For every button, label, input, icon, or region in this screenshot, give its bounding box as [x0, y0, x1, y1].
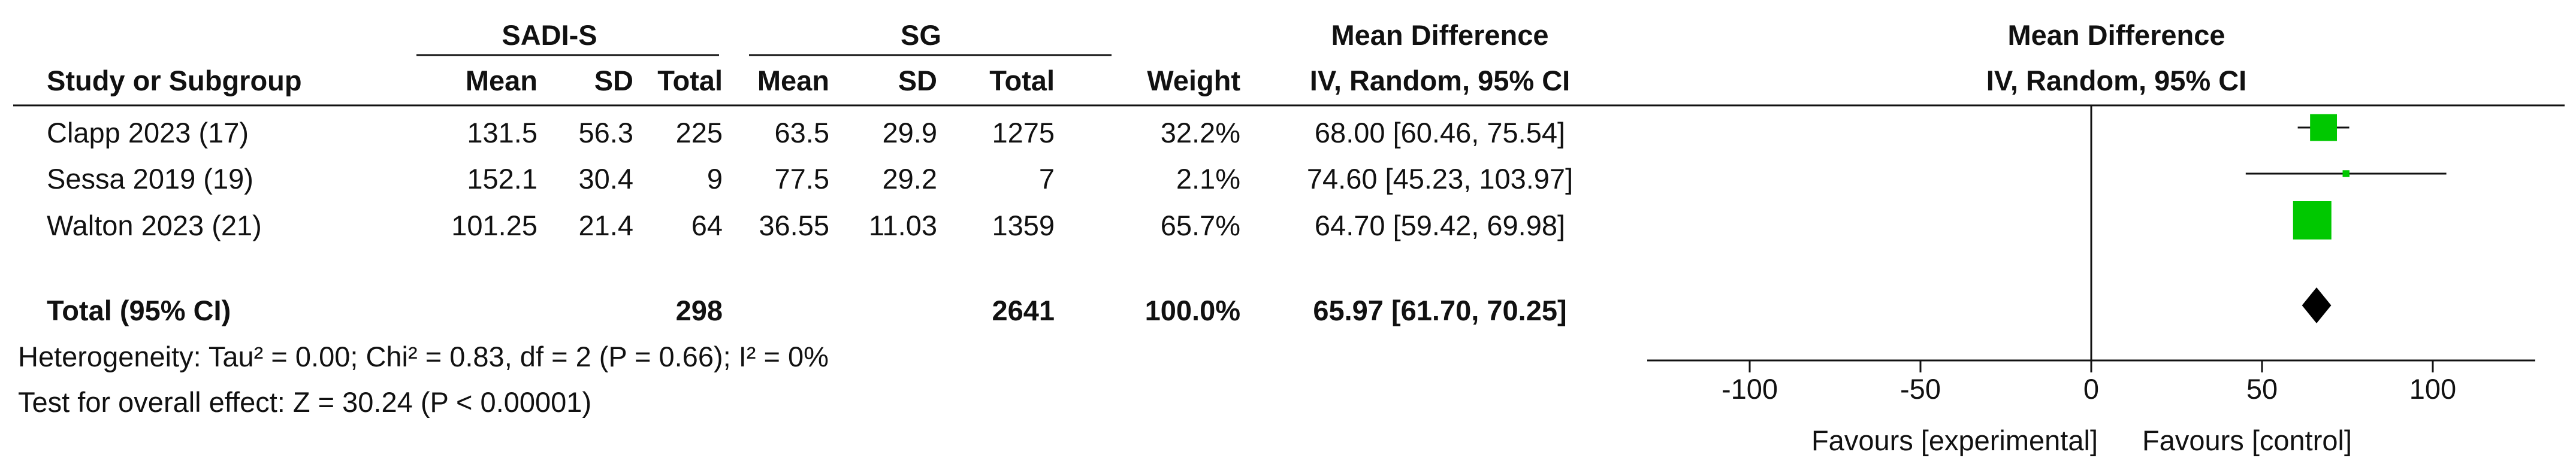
- favours-right-label: Favours [control]: [2142, 425, 2352, 456]
- table-row: Sessa 2019 (19) 152.1 30.4 9 77.5 29.2 7…: [47, 163, 1573, 195]
- study-ci-text: 68.00 [60.46, 75.54]: [1315, 117, 1565, 148]
- study-sd1: 56.3: [579, 117, 633, 148]
- total-label: Total (95% CI): [47, 295, 231, 326]
- total-total2: 2641: [992, 295, 1055, 326]
- study-mean2: 63.5: [775, 117, 829, 148]
- study-effect-marker: [2310, 114, 2338, 141]
- total-row: Total (95% CI) 298 2641 100.0% 65.97 [61…: [47, 295, 1567, 326]
- md-table-title: Mean Difference: [1331, 19, 1548, 51]
- study-mean2: 36.55: [759, 210, 829, 241]
- study-total2: 1275: [992, 117, 1055, 148]
- forest-plot-area: -100 -50 0 50 100 Favours [experimental] Fav…: [1647, 105, 2535, 456]
- study-sd1: 30.4: [579, 163, 633, 195]
- study-mean1: 131.5: [467, 117, 537, 148]
- study-sd2: 29.9: [883, 117, 937, 148]
- table-row: Clapp 2023 (17) 131.5 56.3 225 63.5 29.9…: [47, 117, 1565, 148]
- study-weight: 32.2%: [1161, 117, 1240, 148]
- x-axis-tick-label: -100: [1722, 373, 1778, 405]
- favours-left-label: Favours [experimental]: [1811, 425, 2098, 456]
- col-mean2-header: Mean: [757, 65, 829, 96]
- study-sd1: 21.4: [579, 210, 633, 241]
- study-weight: 2.1%: [1176, 163, 1240, 195]
- study-name: Walton 2023 (21): [47, 210, 262, 241]
- study-name: Sessa 2019 (19): [47, 163, 253, 195]
- study-sd2: 11.03: [869, 210, 937, 241]
- study-markers: [2245, 114, 2447, 239]
- total-weight: 100.0%: [1145, 295, 1240, 326]
- group1-header: SADI-S: [502, 19, 597, 51]
- md-plot-method: IV, Random, 95% CI: [1986, 65, 2246, 96]
- study-total1: 9: [707, 163, 723, 195]
- col-sd1-header: SD: [594, 65, 633, 96]
- md-table-method: IV, Random, 95% CI: [1310, 65, 1570, 96]
- x-axis-tick-label: 50: [2246, 373, 2278, 405]
- study-mean2: 77.5: [775, 163, 829, 195]
- study-effect-marker: [2293, 201, 2332, 239]
- study-weight: 65.7%: [1161, 210, 1240, 241]
- col-study-header: Study or Subgroup: [47, 65, 302, 96]
- col-total1-header: Total: [657, 65, 723, 96]
- md-plot-title: Mean Difference: [2007, 19, 2225, 51]
- x-axis-tick-label: 100: [2409, 373, 2456, 405]
- group2-header: SG: [901, 19, 941, 51]
- col-sd2-header: SD: [898, 65, 937, 96]
- overall-effect-text: Test for overall effect: Z = 30.24 (P < …: [18, 386, 591, 418]
- table-row: Walton 2023 (21) 101.25 21.4 64 36.55 11…: [47, 210, 1565, 241]
- study-ci-text: 74.60 [45.23, 103.97]: [1307, 163, 1573, 195]
- total-total1: 298: [676, 295, 723, 326]
- study-mean1: 152.1: [467, 163, 537, 195]
- study-sd2: 29.2: [883, 163, 937, 195]
- heterogeneity-text: Heterogeneity: Tau² = 0.00; Chi² = 0.83,…: [18, 341, 829, 372]
- x-axis-ticks: -100 -50 0 50 100: [1722, 360, 2456, 405]
- x-axis-tick-label: -50: [1900, 373, 1941, 405]
- study-mean1: 101.25: [451, 210, 537, 241]
- study-name: Clapp 2023 (17): [47, 117, 249, 148]
- col-total2-header: Total: [989, 65, 1055, 96]
- x-axis-tick-label: 0: [2083, 373, 2099, 405]
- study-ci-text: 64.70 [59.42, 69.98]: [1315, 210, 1565, 241]
- study-effect-marker: [2342, 170, 2349, 177]
- total-ci-text: 65.97 [61.70, 70.25]: [1313, 295, 1566, 326]
- study-total1: 225: [676, 117, 723, 148]
- study-total2: 1359: [992, 210, 1055, 241]
- col-weight-header: Weight: [1147, 65, 1240, 96]
- study-total2: 7: [1039, 163, 1055, 195]
- study-total1: 64: [691, 210, 723, 241]
- pooled-diamond: [2302, 287, 2332, 323]
- col-mean1-header: Mean: [466, 65, 537, 96]
